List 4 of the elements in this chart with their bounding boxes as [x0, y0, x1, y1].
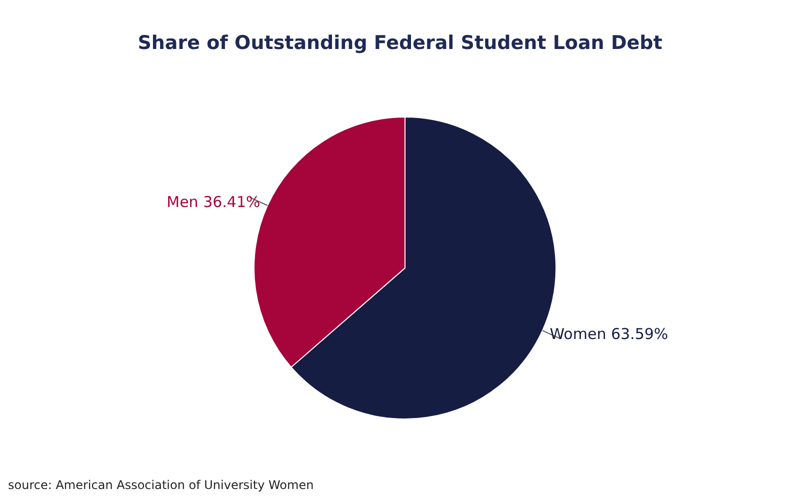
source-note: source: American Association of University Women [8, 478, 314, 492]
slice-label: Women 63.59% [550, 324, 668, 343]
slice-label: Men 36.41% [166, 193, 260, 212]
chart-title: Share of Outstanding Federal Student Loan Debt [136, 32, 664, 54]
